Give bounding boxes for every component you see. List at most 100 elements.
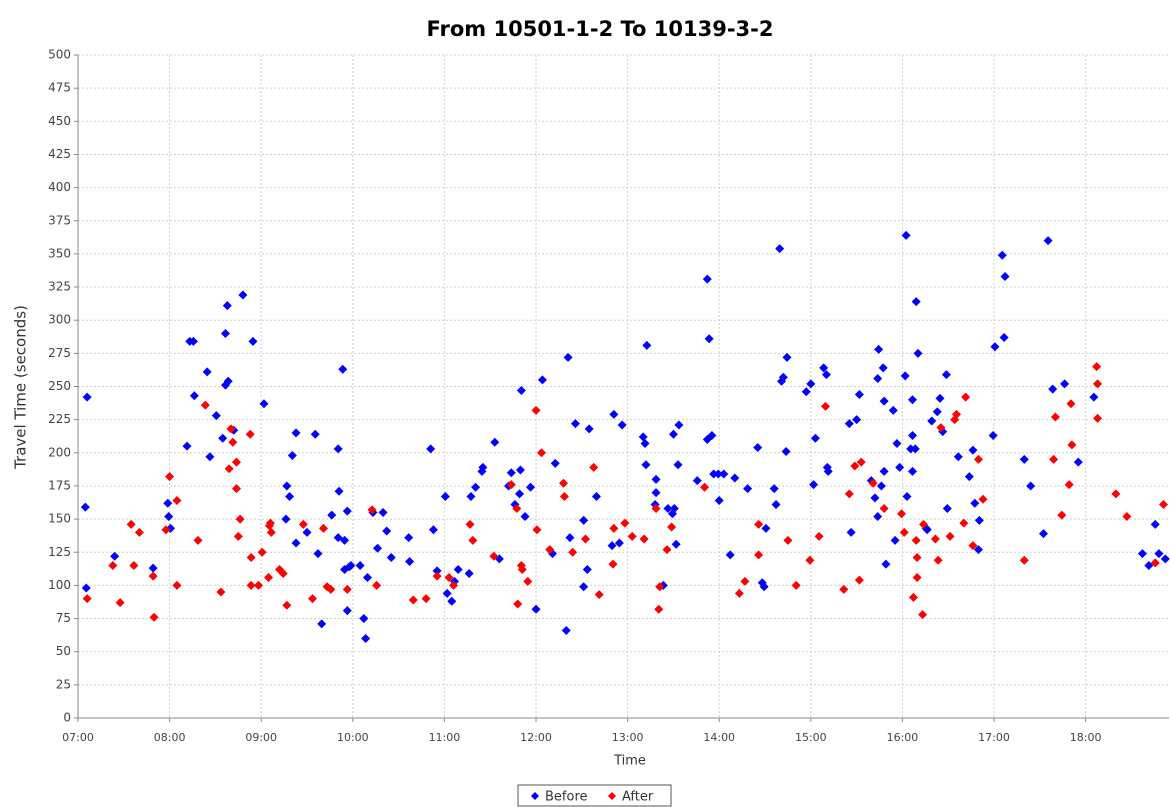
point [1050, 412, 1060, 422]
point [617, 420, 627, 430]
point [134, 527, 144, 537]
point [868, 478, 878, 488]
point [852, 415, 862, 425]
point [80, 502, 90, 512]
x-tick-label: 11:00 [429, 731, 461, 744]
point [911, 535, 921, 545]
point [520, 511, 530, 521]
point [942, 503, 952, 513]
point [426, 444, 436, 454]
point [338, 364, 348, 374]
point [582, 564, 592, 574]
point [447, 596, 457, 606]
x-tick-label: 09:00 [245, 731, 277, 744]
point [1111, 489, 1121, 499]
point [568, 547, 578, 557]
point [313, 549, 323, 559]
point [512, 503, 522, 513]
point [953, 452, 963, 462]
point [821, 370, 831, 380]
point [326, 584, 336, 594]
point [148, 563, 158, 573]
x-tick-label: 17:00 [978, 731, 1010, 744]
point [161, 525, 171, 535]
x-axis-label: Time [613, 754, 646, 769]
point [318, 523, 328, 533]
point [671, 539, 681, 549]
point [932, 407, 942, 417]
point [879, 503, 889, 513]
point [692, 476, 702, 486]
point [361, 633, 371, 643]
point [172, 496, 182, 506]
point [968, 445, 978, 455]
point [563, 352, 573, 362]
point [850, 461, 860, 471]
point [743, 484, 753, 494]
point [719, 469, 729, 479]
point [674, 420, 684, 430]
point [82, 594, 92, 604]
point [810, 433, 820, 443]
x-tick-label: 15:00 [795, 731, 827, 744]
point [453, 564, 463, 574]
point [854, 389, 864, 399]
point [513, 599, 523, 609]
point [405, 557, 415, 567]
point [468, 535, 478, 545]
point [668, 429, 678, 439]
point [257, 547, 267, 557]
point [702, 274, 712, 284]
point [205, 452, 215, 462]
point [878, 363, 888, 373]
y-tick-label: 200 [48, 445, 71, 459]
x-tick-label: 07:00 [62, 731, 94, 744]
point [806, 379, 816, 389]
point [761, 523, 771, 533]
point [908, 466, 918, 476]
point [302, 527, 312, 537]
point [1067, 440, 1077, 450]
point [639, 534, 649, 544]
point [1073, 457, 1083, 467]
point [440, 492, 450, 502]
point [935, 393, 945, 403]
point [1093, 379, 1103, 389]
point [220, 328, 230, 338]
point [999, 332, 1009, 342]
point [537, 448, 547, 458]
point [253, 580, 263, 590]
point [506, 468, 516, 478]
y-tick-label: 25 [56, 677, 71, 691]
point [881, 559, 891, 569]
point [734, 588, 744, 598]
point [465, 519, 475, 529]
point [163, 498, 173, 508]
x-tick-label: 12:00 [520, 731, 552, 744]
point [421, 594, 431, 604]
point [668, 509, 678, 519]
x-tick-label: 10:00 [337, 731, 369, 744]
point [110, 551, 120, 561]
point [936, 423, 946, 433]
point [317, 619, 327, 629]
point [912, 572, 922, 582]
point [164, 511, 174, 521]
point [667, 522, 677, 532]
point [148, 571, 158, 581]
point [910, 444, 920, 454]
point [908, 592, 918, 602]
point [223, 376, 233, 386]
point [730, 473, 740, 483]
point [892, 439, 902, 449]
point [805, 555, 815, 565]
point [607, 541, 617, 551]
point [964, 472, 974, 482]
point [673, 460, 683, 470]
point [580, 534, 590, 544]
point [1066, 399, 1076, 409]
point [1019, 454, 1029, 464]
point [1092, 362, 1102, 372]
point [188, 336, 198, 346]
point [281, 514, 291, 524]
